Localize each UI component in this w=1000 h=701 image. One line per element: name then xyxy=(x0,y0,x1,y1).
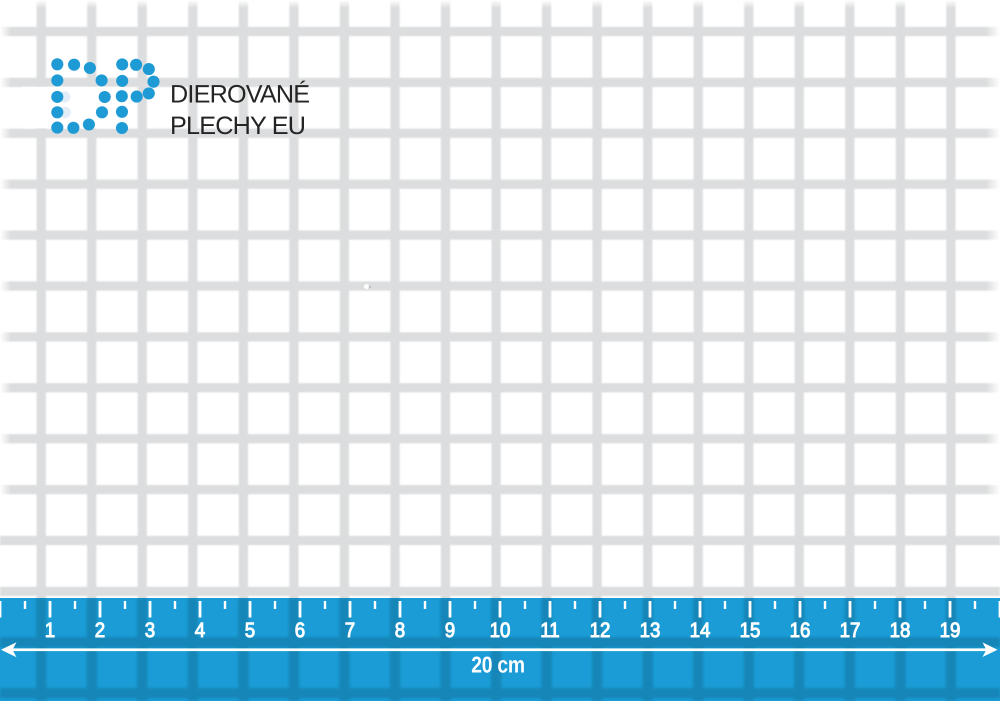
svg-text:10: 10 xyxy=(490,619,511,642)
svg-text:1: 1 xyxy=(45,619,55,642)
svg-text:11: 11 xyxy=(540,619,559,642)
svg-text:17: 17 xyxy=(840,619,861,642)
svg-text:16: 16 xyxy=(790,619,811,642)
svg-text:5: 5 xyxy=(245,619,255,642)
svg-text:8: 8 xyxy=(395,619,405,642)
svg-text:18: 18 xyxy=(890,619,911,642)
svg-text:7: 7 xyxy=(345,619,355,642)
svg-text:PLECHY EU: PLECHY EU xyxy=(170,112,305,140)
svg-text:19: 19 xyxy=(940,619,961,642)
svg-text:9: 9 xyxy=(445,619,455,642)
svg-text:20 cm: 20 cm xyxy=(471,652,525,678)
svg-text:2: 2 xyxy=(95,619,105,642)
svg-text:6: 6 xyxy=(295,619,305,642)
svg-text:14: 14 xyxy=(690,619,711,642)
svg-text:3: 3 xyxy=(145,619,155,642)
svg-text:15: 15 xyxy=(740,619,761,642)
svg-text:4: 4 xyxy=(195,619,205,642)
svg-text:DIEROVANÉ: DIEROVANÉ xyxy=(170,80,309,108)
svg-text:13: 13 xyxy=(640,619,661,642)
svg-text:12: 12 xyxy=(590,619,611,642)
